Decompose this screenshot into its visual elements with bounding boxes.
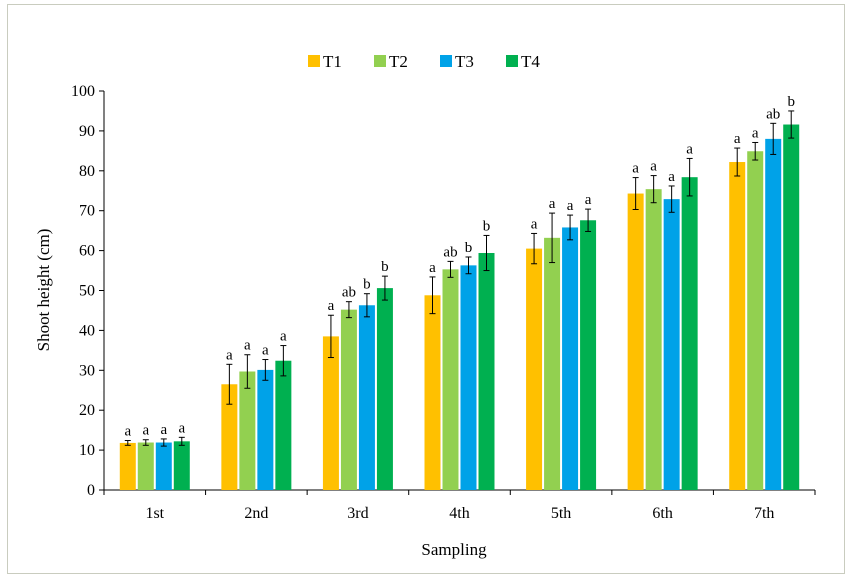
y-tick-label: 0 — [87, 482, 95, 499]
bar-t4 — [478, 252, 495, 490]
x-axis-title: Sampling — [421, 540, 487, 559]
legend-label-t3: T3 — [455, 52, 474, 71]
x-tick-label: 4th — [449, 505, 469, 522]
x-tick-label: 1st — [145, 505, 164, 522]
significance-letter: a — [280, 329, 287, 345]
significance-letter: a — [734, 131, 741, 147]
x-tick-label: 3rd — [347, 505, 368, 522]
bar-t4 — [275, 360, 292, 490]
significance-letter: a — [549, 196, 556, 212]
y-tick-label: 70 — [79, 203, 95, 220]
bar-t1 — [627, 193, 644, 490]
x-tick-label: 2nd — [244, 505, 268, 522]
significance-letter: a — [328, 298, 335, 314]
significance-letter: a — [531, 216, 538, 232]
significance-letter: a — [262, 343, 269, 359]
significance-letter: ab — [342, 285, 356, 301]
significance-letter: a — [244, 338, 251, 354]
bar-t3 — [562, 227, 579, 490]
bar-t1 — [526, 248, 543, 490]
y-tick-label: 10 — [79, 442, 95, 459]
significance-letter: b — [483, 218, 491, 234]
bar-t2 — [340, 309, 357, 490]
y-tick-label: 80 — [79, 163, 95, 180]
significance-letter: a — [668, 169, 675, 185]
x-tick-label: 7th — [754, 505, 774, 522]
significance-letter: a — [650, 159, 657, 175]
significance-letter: b — [465, 240, 473, 256]
legend-swatch-t1 — [308, 55, 320, 67]
bar-t3 — [358, 305, 375, 490]
bar-t2 — [747, 151, 764, 490]
significance-letter: a — [585, 192, 592, 208]
significance-letter: a — [226, 347, 233, 363]
significance-letter: ab — [766, 106, 780, 122]
y-tick-label: 30 — [79, 362, 95, 379]
significance-letter: b — [363, 277, 371, 293]
significance-letter: a — [686, 141, 693, 157]
x-axis: 1st 2nd 3rd 4th 5th 6th 7th — [103, 489, 816, 522]
significance-letter: a — [124, 424, 131, 440]
bar-t3 — [765, 138, 782, 490]
significance-letter: a — [567, 198, 574, 214]
x-tick-label: 5th — [551, 505, 571, 522]
y-tick-label: 50 — [79, 283, 95, 300]
bar-t1 — [729, 162, 746, 490]
bar-t3 — [460, 265, 477, 490]
bar-t2 — [239, 371, 256, 490]
significance-letter: a — [632, 161, 639, 177]
y-tick-label: 40 — [79, 322, 95, 339]
bar-t1 — [119, 442, 136, 490]
bar-t1 — [221, 384, 238, 490]
x-tick-label: 6th — [652, 505, 672, 522]
bar-t2 — [442, 269, 459, 490]
y-tick-label: 90 — [79, 123, 95, 140]
significance-letter: b — [381, 259, 389, 275]
y-tick-label: 60 — [79, 243, 95, 260]
significance-letter: ab — [443, 244, 457, 260]
bar-t2 — [544, 237, 561, 490]
bar-t4 — [376, 288, 393, 490]
bar-t2 — [645, 189, 662, 491]
bar-t2 — [137, 442, 154, 490]
bar-t1 — [322, 336, 339, 490]
significance-letter: a — [429, 260, 436, 276]
y-axis: 0 10 20 30 40 50 60 70 80 90 100 — [71, 83, 105, 499]
bar-t3 — [257, 369, 274, 490]
significance-letter: a — [142, 423, 149, 439]
bar-t3 — [663, 199, 680, 490]
significance-letter: a — [160, 422, 167, 438]
legend: T1 T2 T3 T4 — [308, 52, 540, 71]
bar-t3 — [155, 442, 172, 490]
y-tick-label: 100 — [71, 83, 95, 100]
y-tick-label: 20 — [79, 402, 95, 419]
bar-t4 — [783, 124, 800, 491]
bar-t4 — [580, 220, 597, 490]
legend-label-t4: T4 — [521, 52, 540, 71]
legend-label-t2: T2 — [389, 52, 408, 71]
legend-swatch-t3 — [440, 55, 452, 67]
legend-swatch-t4 — [506, 55, 518, 67]
legend-swatch-t2 — [374, 55, 386, 67]
bar-t4 — [681, 177, 698, 490]
significance-letter: a — [178, 420, 185, 436]
bar-t4 — [173, 441, 190, 490]
significance-letter: b — [787, 94, 795, 110]
y-axis-title: Shoot height (cm) — [34, 229, 53, 352]
bar-t1 — [424, 295, 441, 490]
legend-label-t1: T1 — [323, 52, 342, 71]
significance-letter: a — [752, 125, 759, 141]
